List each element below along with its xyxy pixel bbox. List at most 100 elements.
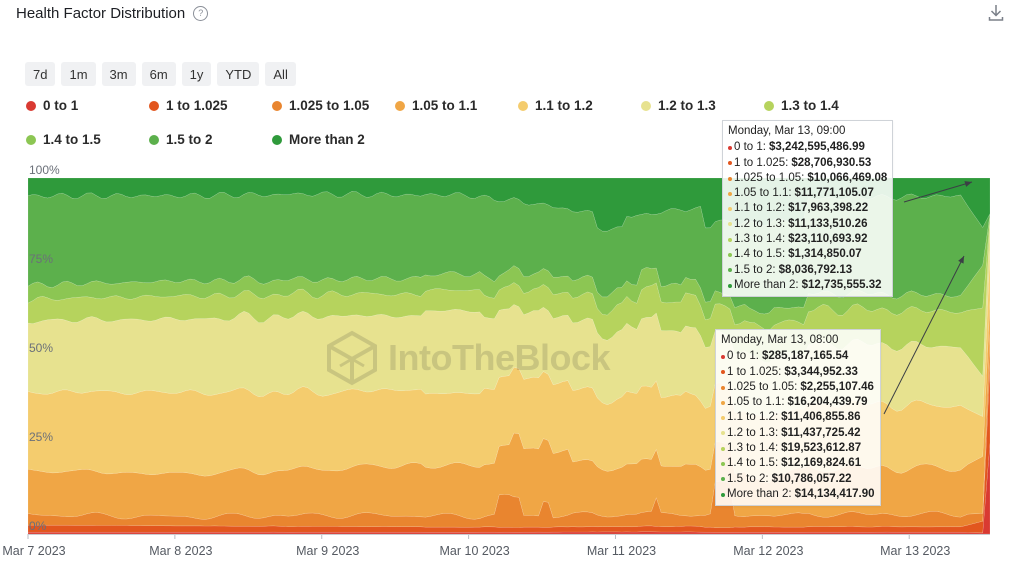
annotation-pointer-line [903,181,973,203]
tooltip-row-value: $28,706,930.53 [791,156,872,169]
legend-label: 1.05 to 1.1 [412,98,478,113]
series-dot-icon [721,462,725,467]
series-dot-icon [721,370,725,375]
tooltip-row: 1.5 to 2: $10,786,057.22 [721,472,875,487]
series-dot-icon [728,161,732,166]
tooltip-row-label: 0 to 1: [727,350,759,363]
x-tick-label: Mar 11 2023 [587,544,656,558]
tooltip-row-label: 1.5 to 2: [727,472,769,485]
range-1m-button[interactable]: 1m [61,62,96,86]
legend-item-0-to-1[interactable]: 0 to 1 [26,98,78,113]
series-dot-icon [721,492,725,497]
tooltip-row: 1.3 to 1.4: $23,110,693.92 [728,232,887,247]
legend-label: 1 to 1.025 [166,98,228,113]
tooltip-row-label: 1.5 to 2: [734,263,776,276]
range-ytd-button[interactable]: YTD [217,62,260,86]
tooltip-row-value: $1,314,850.07 [788,248,862,261]
legend-dot-icon [26,134,36,145]
range-7d-button[interactable]: 7d [25,62,56,86]
legend-dot-icon [395,100,405,111]
tooltip-row-label: 0 to 1: [734,141,766,154]
x-tick-label: Mar 12 2023 [733,544,803,558]
legend-item-1-2-to-1-3[interactable]: 1.2 to 1.3 [641,98,716,113]
page-title: Health Factor Distribution [16,5,186,22]
tooltip-row-value: $3,344,952.33 [784,365,858,378]
legend-item-1-3-to-1-4[interactable]: 1.3 to 1.4 [764,98,839,113]
tooltip-row-value: $8,036,792.13 [778,263,853,276]
tooltip-row-value: $11,406,855.86 [781,411,861,424]
legend-dot-icon [149,100,159,111]
legend-item-1-5-to-2[interactable]: 1.5 to 2 [149,132,213,147]
range-1y-button[interactable]: 1y [181,62,212,86]
tooltip-row-value: $14,134,417.90 [794,487,875,500]
tooltip-row: 1.05 to 1.1: $16,204,439.79 [721,395,875,410]
legend-item-1-1-to-1-2[interactable]: 1.1 to 1.2 [518,98,593,113]
y-tick-label: 25% [29,430,53,444]
tooltip-row-value: $12,735,555.32 [801,278,882,291]
tooltip-row-label: More than 2: [734,278,799,291]
x-tick-label: Mar 8 2023 [149,544,212,558]
tooltip-row-label: 1.1 to 1.2: [727,411,779,424]
range-all-button[interactable]: All [265,62,296,86]
y-tick-label: 50% [29,341,53,355]
tooltip-row: 1 to 1.025: $28,706,930.53 [728,156,887,171]
series-dot-icon [728,268,732,273]
legend-dot-icon [272,134,282,145]
series-dot-icon [728,283,732,288]
tooltip-row-value: $16,204,439.79 [787,396,868,409]
x-tick-label: Mar 7 2023 [2,544,65,558]
tooltip-title: Monday, Mar 13, 08:00 [721,334,839,346]
tooltip-row: 1.025 to 1.05: $2,255,107.46 [721,380,875,395]
tooltip-title: Monday, Mar 13, 09:00 [728,125,846,137]
tooltip-0900: Monday, Mar 13, 09:00 0 to 1: $3,242,595,4… [722,120,894,298]
legend-dot-icon [149,134,159,145]
help-icon[interactable]: ? [193,6,209,21]
tooltip-row-label: 1.3 to 1.4: [727,442,779,455]
legend-label: 1.4 to 1.5 [43,132,101,147]
area-series-1-4-to-1-5[interactable] [27,213,991,331]
series-dot-icon [728,145,732,150]
tooltip-row: 1.1 to 1.2: $17,963,398.22 [728,201,887,216]
tooltip-row: More than 2: $14,134,417.90 [721,487,875,502]
tooltip-row-label: 1.2 to 1.3: [727,426,779,439]
tooltip-row-label: 1 to 1.025: [734,156,789,169]
legend-dot-icon [272,100,282,111]
legend-item-1-025-to-1-05[interactable]: 1.025 to 1.05 [272,98,369,113]
tooltip-row-value: $10,066,469.08 [807,171,888,184]
tooltip-row-label: 1.05 to 1.1: [727,396,785,409]
tooltip-row: 1.4 to 1.5: $12,169,824.61 [721,456,875,471]
y-tick-label: 100% [29,163,60,177]
range-6m-button[interactable]: 6m [141,62,176,86]
time-range-selector: 7d 1m 3m 6m 1y YTD All [25,62,296,86]
tooltip-row: 1.4 to 1.5: $1,314,850.07 [728,247,887,262]
tooltip-row-value: $3,242,595,486.99 [768,141,865,154]
download-icon[interactable] [988,4,1004,22]
annotation-arrowhead-icon [958,256,964,264]
legend-item-1-to-1-025[interactable]: 1 to 1.025 [149,98,228,113]
tooltip-row-label: 1.4 to 1.5: [727,457,779,470]
legend-label: 1.1 to 1.2 [535,98,593,113]
series-dot-icon [728,176,732,181]
series-dot-icon [721,385,725,390]
legend-dot-icon [518,100,528,111]
tooltip-row-label: 1 to 1.025: [727,365,782,378]
legend-label: 1.025 to 1.05 [289,98,370,113]
series-dot-icon [728,222,732,227]
legend-item-1-05-to-1-1[interactable]: 1.05 to 1.1 [395,98,477,113]
tooltip-row-value: $23,110,693.92 [788,233,868,246]
legend-item-more-than-2[interactable]: More than 2 [272,132,365,147]
tooltip-row: 1.2 to 1.3: $11,437,725.42 [721,426,875,441]
intotheblock-logo-icon [327,330,377,386]
legend-dot-icon [26,100,36,111]
legend-label: 1.5 to 2 [166,132,213,147]
legend-item-1-4-to-1-5[interactable]: 1.4 to 1.5 [26,132,101,147]
range-3m-button[interactable]: 3m [101,62,136,86]
tooltip-row-value: $11,771,105.07 [794,187,874,200]
tooltip-row-label: 1.2 to 1.3: [734,217,786,230]
series-dot-icon [728,253,732,258]
legend-label: 0 to 1 [43,98,79,113]
tooltip-row: 1.025 to 1.05: $10,066,469.08 [728,171,887,186]
tooltip-0800: Monday, Mar 13, 08:00 0 to 1: $285,187,165… [715,329,881,507]
tooltip-row: 0 to 1: $3,242,595,486.99 [728,140,887,155]
tooltip-row-value: $10,786,057.22 [771,472,852,485]
